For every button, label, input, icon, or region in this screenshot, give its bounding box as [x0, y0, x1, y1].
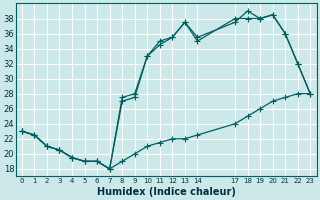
X-axis label: Humidex (Indice chaleur): Humidex (Indice chaleur)	[97, 187, 236, 197]
